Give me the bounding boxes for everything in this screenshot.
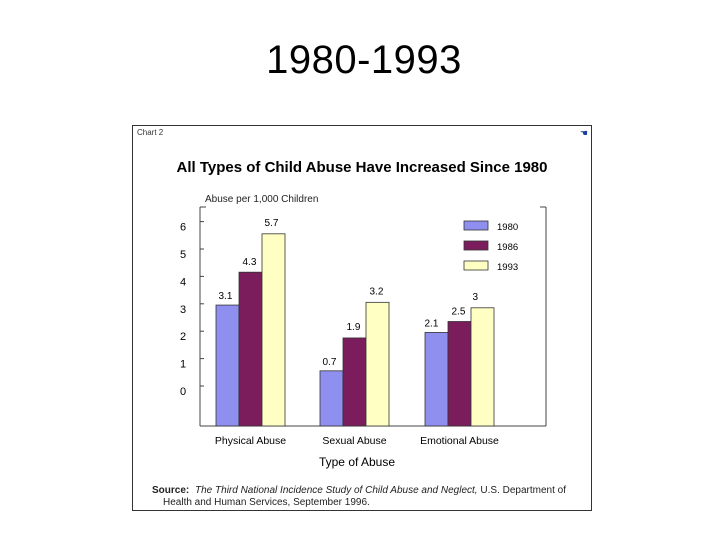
- bar-1993-1: [365, 301, 390, 427]
- data-label: 3.1: [219, 291, 233, 302]
- x-tick-label: Sexual Abuse: [322, 435, 386, 447]
- source-line-2: Health and Human Services, September 199…: [163, 497, 370, 508]
- bar-1980-2: [424, 332, 449, 427]
- legend-label: 1993: [497, 262, 518, 273]
- x-axis-label: Type of Abuse: [319, 455, 395, 469]
- bar-1993-2: [470, 307, 495, 427]
- y-tick-label: 2: [180, 331, 186, 343]
- chart-window: Chart 2 ☚: [132, 125, 592, 511]
- x-tick-label: Emotional Abuse: [420, 435, 499, 447]
- source-rest: U.S. Department of: [480, 485, 566, 496]
- data-label: 2.5: [452, 307, 466, 318]
- data-label: 2.1: [425, 318, 439, 329]
- chart-window-label: Chart 2: [137, 128, 164, 137]
- source-line-1: Source: The Third National Incidence Stu…: [152, 485, 566, 496]
- y-tick-label: 0: [180, 386, 186, 398]
- slide-title: 1980-1993: [266, 38, 462, 82]
- data-label: 0.7: [323, 357, 337, 368]
- data-label: 5.7: [265, 218, 279, 229]
- source-prefix: Source:: [152, 485, 189, 496]
- source-title: The Third National Incidence Study of Ch…: [195, 485, 478, 496]
- data-label: 1.9: [347, 322, 361, 333]
- y-tick-label: 5: [180, 249, 186, 261]
- data-label: 4.3: [243, 257, 257, 268]
- bar-1980-1: [319, 370, 344, 427]
- bar-1986-2: [447, 321, 472, 427]
- y-axis-label: Abuse per 1,000 Children: [205, 194, 318, 205]
- legend-label: 1986: [497, 242, 518, 253]
- legend-swatch-1993: [463, 260, 489, 271]
- y-tick-label: 6: [180, 222, 186, 234]
- data-label: 3: [473, 292, 479, 303]
- bar-1986-1: [342, 337, 367, 427]
- y-tick-label: 4: [180, 276, 186, 288]
- bar-1993-0: [261, 233, 286, 427]
- y-tick-label: 3: [180, 304, 186, 316]
- legend-swatch-1980: [463, 220, 489, 231]
- legend-label: 1980: [497, 222, 518, 233]
- close-icon[interactable]: ☚: [579, 128, 588, 138]
- chart-title: All Types of Child Abuse Have Increased …: [177, 159, 548, 176]
- y-tick-label: 1: [180, 359, 186, 371]
- data-label: 3.2: [370, 286, 384, 297]
- bar-1980-0: [215, 304, 240, 427]
- x-tick-label: Physical Abuse: [215, 435, 286, 447]
- bar-1986-0: [238, 271, 263, 427]
- legend-swatch-1986: [463, 240, 489, 251]
